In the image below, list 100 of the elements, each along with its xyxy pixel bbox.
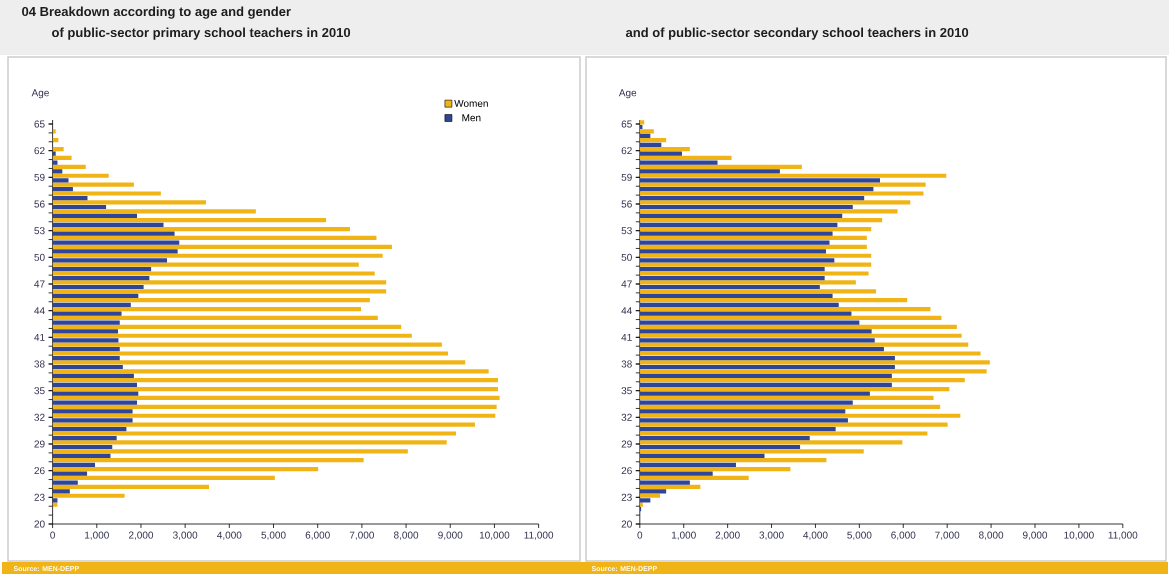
- bar: [52, 480, 78, 485]
- bar: [639, 244, 867, 249]
- bar: [639, 142, 662, 147]
- x-tick-label: 2,000: [128, 531, 154, 540]
- y-tick-label: 26: [34, 467, 45, 475]
- bar: [639, 404, 941, 409]
- bar: [52, 240, 180, 245]
- bar: [52, 373, 134, 378]
- bar: [639, 462, 736, 467]
- y-tick-label: 62: [34, 147, 45, 155]
- bar: [639, 453, 765, 458]
- bar: [639, 342, 969, 347]
- y-tick-label: 32: [621, 413, 632, 421]
- bar: [639, 413, 961, 418]
- x-tick-label: 1,000: [85, 531, 109, 540]
- y-tick-label: 20: [621, 520, 632, 528]
- bar: [52, 276, 150, 281]
- bar: [639, 502, 643, 507]
- x-tick-label: 6,000: [891, 531, 916, 540]
- y-tick-label: 38: [34, 360, 45, 368]
- bar: [639, 138, 667, 143]
- x-tick-label: 0: [50, 531, 55, 539]
- bar: [639, 284, 820, 290]
- bar: [52, 360, 466, 365]
- bar: [52, 333, 412, 338]
- x-tick-label: 9,000: [438, 531, 463, 540]
- bar: [52, 160, 58, 165]
- y-tick-label: 44: [621, 307, 632, 315]
- y-tick-label: 29: [621, 440, 632, 448]
- bar: [639, 249, 826, 254]
- bar: [639, 280, 856, 285]
- bar: [639, 369, 987, 374]
- bar: [639, 427, 836, 432]
- bar: [52, 302, 131, 307]
- x-tick-label: 8,000: [393, 531, 419, 540]
- bar: [639, 146, 690, 152]
- bar: [639, 466, 791, 472]
- bar: [639, 440, 903, 445]
- y-tick-label: 23: [34, 493, 45, 501]
- x-tick-label: 2,000: [715, 531, 740, 540]
- y-tick-label: 44: [34, 307, 45, 315]
- bar: [52, 422, 475, 427]
- bar: [52, 146, 64, 152]
- bar: [639, 356, 895, 361]
- bar: [639, 182, 926, 187]
- y-axis-title: Age: [31, 89, 49, 99]
- y-tick-label: 29: [34, 440, 45, 448]
- bar: [52, 347, 120, 352]
- bar: [639, 222, 838, 227]
- bar: [52, 164, 86, 169]
- bar: [639, 218, 883, 223]
- bar: [639, 267, 825, 272]
- chart-subtitle: of public-sector primary school teachers in 2010: [52, 27, 351, 40]
- bar: [639, 338, 875, 343]
- y-tick-label: 41: [34, 333, 45, 341]
- bar: [639, 329, 872, 334]
- bar: [52, 351, 449, 356]
- chart-title: 04 Breakdown according to age and gender: [22, 6, 291, 19]
- x-tick-label: 5,000: [261, 531, 286, 540]
- y-tick-label: 53: [621, 227, 632, 235]
- bar: [639, 391, 870, 396]
- bar: [52, 338, 119, 343]
- x-tick-label: 11,000: [524, 531, 554, 540]
- bar: [52, 462, 96, 467]
- bar: [639, 431, 928, 436]
- x-tick-label: 10,000: [1064, 531, 1094, 540]
- legend-label: Women: [454, 99, 488, 107]
- y-tick-label: 56: [621, 200, 632, 208]
- bar: [52, 129, 56, 134]
- bar: [639, 151, 682, 156]
- x-tick-label: 4,000: [217, 531, 242, 540]
- bar: [639, 306, 931, 312]
- bar: [52, 364, 123, 370]
- bar: [639, 187, 874, 192]
- bar: [639, 191, 924, 196]
- bar: [52, 440, 447, 445]
- bar: [52, 484, 210, 489]
- bar: [639, 200, 911, 205]
- bar: [639, 173, 947, 178]
- bar: [639, 276, 825, 281]
- bar: [52, 453, 111, 458]
- y-tick-label: 35: [34, 387, 45, 395]
- bar: [52, 378, 498, 383]
- bar: [52, 271, 375, 276]
- x-tick-label: 9,000: [1022, 531, 1048, 540]
- bar: [639, 436, 810, 441]
- bar: [639, 226, 872, 232]
- bar: [52, 395, 500, 401]
- x-tick-label: 0: [637, 531, 643, 539]
- bar: [639, 298, 908, 303]
- y-tick-label: 47: [34, 280, 45, 288]
- bar: [52, 320, 120, 325]
- bar: [52, 244, 392, 249]
- bar: [52, 249, 178, 254]
- y-tick-label: 32: [34, 413, 45, 421]
- bar: [639, 333, 962, 338]
- bar: [52, 311, 122, 316]
- bar: [52, 471, 88, 476]
- y-tick-label: 62: [621, 147, 632, 155]
- bar: [639, 315, 942, 321]
